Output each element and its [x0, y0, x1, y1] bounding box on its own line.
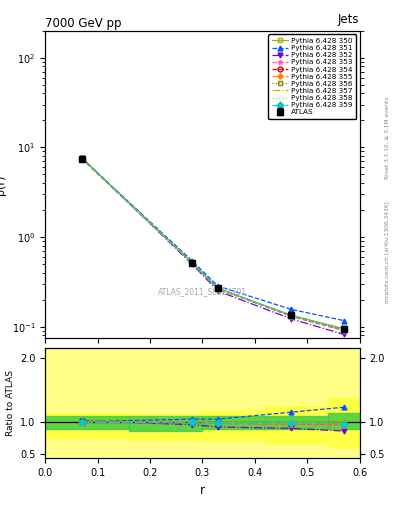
- Pythia 6.428 356: [342, 327, 346, 333]
- Line: Pythia 6.428 351: Pythia 6.428 351: [79, 156, 346, 323]
- Pythia 6.428 352: [289, 316, 294, 322]
- Pythia 6.428 354: [189, 260, 194, 266]
- Pythia 6.428 357: [189, 260, 194, 266]
- Line: Pythia 6.428 354: Pythia 6.428 354: [79, 156, 346, 332]
- Pythia 6.428 353: [79, 156, 84, 162]
- Pythia 6.428 352: [216, 288, 220, 294]
- Pythia 6.428 351: [289, 306, 294, 312]
- Line: Pythia 6.428 355: Pythia 6.428 355: [79, 156, 346, 332]
- Line: Pythia 6.428 359: Pythia 6.428 359: [79, 156, 346, 332]
- Pythia 6.428 350: [189, 259, 194, 265]
- Text: 7000 GeV pp: 7000 GeV pp: [45, 16, 122, 30]
- Pythia 6.428 355: [289, 313, 294, 319]
- Pythia 6.428 350: [79, 155, 84, 161]
- Pythia 6.428 354: [216, 286, 220, 292]
- Pythia 6.428 355: [189, 260, 194, 266]
- Text: mcplots.cern.ch [arXiv:1306.3436]: mcplots.cern.ch [arXiv:1306.3436]: [385, 201, 389, 303]
- Pythia 6.428 353: [342, 328, 346, 334]
- Y-axis label: Ratio to ATLAS: Ratio to ATLAS: [6, 370, 15, 436]
- Pythia 6.428 354: [289, 313, 294, 319]
- Pythia 6.428 353: [289, 313, 294, 319]
- Pythia 6.428 358: [189, 260, 194, 266]
- Pythia 6.428 351: [342, 317, 346, 324]
- Pythia 6.428 358: [79, 156, 84, 162]
- Line: Pythia 6.428 352: Pythia 6.428 352: [79, 155, 346, 337]
- Pythia 6.428 352: [79, 155, 84, 161]
- Text: ATLAS_2011_S8924791: ATLAS_2011_S8924791: [158, 287, 247, 296]
- Pythia 6.428 359: [289, 312, 294, 318]
- Pythia 6.428 350: [289, 312, 294, 318]
- Line: Pythia 6.428 353: Pythia 6.428 353: [79, 156, 346, 333]
- Pythia 6.428 352: [189, 261, 194, 267]
- Pythia 6.428 353: [216, 286, 220, 292]
- Pythia 6.428 358: [342, 327, 346, 333]
- Text: Rivet 3.1.10, ≥ 3.1M events: Rivet 3.1.10, ≥ 3.1M events: [385, 97, 389, 179]
- Pythia 6.428 351: [189, 258, 194, 264]
- Pythia 6.428 358: [289, 312, 294, 318]
- Pythia 6.428 351: [79, 155, 84, 161]
- Pythia 6.428 356: [289, 312, 294, 318]
- Pythia 6.428 356: [189, 260, 194, 266]
- Pythia 6.428 356: [79, 155, 84, 161]
- Legend: Pythia 6.428 350, Pythia 6.428 351, Pythia 6.428 352, Pythia 6.428 353, Pythia 6: Pythia 6.428 350, Pythia 6.428 351, Pyth…: [268, 34, 356, 119]
- Pythia 6.428 354: [79, 156, 84, 162]
- Text: Jets: Jets: [338, 13, 360, 26]
- Pythia 6.428 350: [216, 285, 220, 291]
- Pythia 6.428 356: [216, 285, 220, 291]
- Line: Pythia 6.428 357: Pythia 6.428 357: [82, 159, 344, 330]
- Pythia 6.428 355: [79, 156, 84, 162]
- Line: Pythia 6.428 350: Pythia 6.428 350: [79, 156, 346, 331]
- Pythia 6.428 359: [189, 260, 194, 266]
- Pythia 6.428 358: [216, 286, 220, 292]
- Pythia 6.428 351: [216, 283, 220, 289]
- Pythia 6.428 354: [342, 327, 346, 333]
- Pythia 6.428 359: [79, 156, 84, 162]
- Pythia 6.428 357: [289, 312, 294, 318]
- Line: Pythia 6.428 356: Pythia 6.428 356: [79, 156, 346, 332]
- Pythia 6.428 357: [79, 156, 84, 162]
- Pythia 6.428 357: [216, 286, 220, 292]
- Pythia 6.428 353: [189, 260, 194, 266]
- X-axis label: r: r: [200, 483, 205, 497]
- Y-axis label: ρ(r): ρ(r): [0, 174, 6, 195]
- Pythia 6.428 355: [216, 286, 220, 292]
- Pythia 6.428 359: [216, 286, 220, 292]
- Pythia 6.428 350: [342, 326, 346, 332]
- Pythia 6.428 359: [342, 327, 346, 333]
- Pythia 6.428 352: [342, 331, 346, 337]
- Line: Pythia 6.428 358: Pythia 6.428 358: [82, 159, 344, 330]
- Pythia 6.428 355: [342, 327, 346, 333]
- Pythia 6.428 357: [342, 327, 346, 333]
